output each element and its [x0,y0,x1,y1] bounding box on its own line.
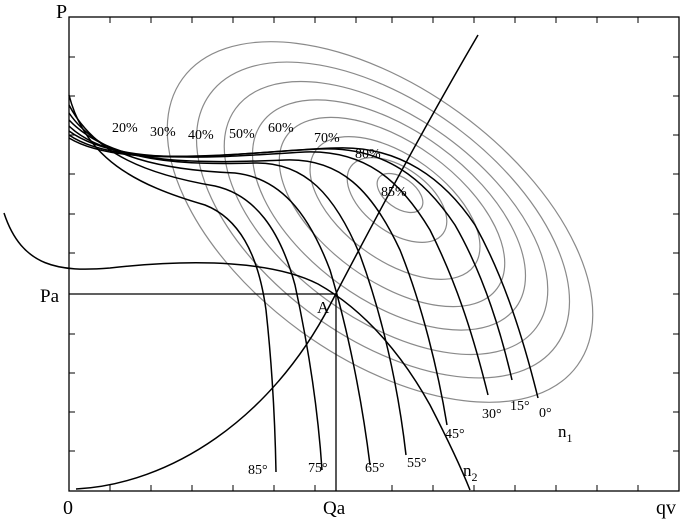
system-curves [3,34,479,491]
operating-point-guides [69,293,337,491]
curve-30deg [68,130,489,396]
efficiency-label-20: 20% [112,121,138,136]
angle-label-0: 0° [539,406,552,421]
angle-label-45: 45° [445,427,465,442]
frame-rect [68,16,680,492]
efficiency-rings [166,41,594,403]
speed-labels: n1 n2 [463,422,573,484]
efficiency-label-50: 50% [229,127,255,142]
angle-label-55: 55° [407,456,427,471]
origin-label: 0 [63,497,73,519]
pa-label: Pa [40,286,60,307]
angle-labels: 85° 75° 65° 55° 45° 30° 15° 0° [248,399,552,478]
efficiency-ring-85 [376,172,424,214]
y-axis-label: P [56,1,67,23]
efficiency-labels: 20% 30% 40% 50% 60% 70% 80% 85% [112,121,407,200]
curve-55deg [68,119,407,456]
efficiency-label-40: 40% [188,128,214,143]
operating-point-label: A [317,298,330,317]
angle-label-30: 30° [482,407,502,422]
angle-label-85: 85° [248,463,268,478]
angle-label-15: 15° [510,399,530,414]
efficiency-ring-80 [346,157,448,243]
efficiency-ring-20 [166,41,594,403]
curve-65deg [68,112,371,466]
qa-label: Qa [323,498,346,519]
curve-n2-resistance [3,212,471,491]
axis-labels: P qv 0 Pa Qa A [40,1,676,519]
x-axis-label: qv [656,497,676,519]
efficiency-label-80: 80% [355,147,381,162]
angle-curves [68,94,539,473]
efficiency-label-30: 30% [150,125,176,140]
angle-label-75: 75° [308,461,328,476]
n1-label: n1 [558,422,573,445]
n2-label: n2 [463,461,478,484]
efficiency-label-85: 85% [381,185,407,200]
efficiency-ring-40 [223,80,549,356]
efficiency-ring-60 [278,116,506,308]
efficiency-label-60: 60% [268,121,294,136]
efficiency-label-70: 70% [314,131,340,146]
curve-85deg [68,94,277,473]
curve-75deg [68,104,323,471]
plot-frame [68,16,680,492]
curve-n1-system [75,34,479,490]
efficiency-ring-30 [195,61,571,379]
efficiency-ring-50 [251,99,527,331]
curve-0deg [68,137,539,399]
angle-label-65: 65° [365,461,385,476]
curve-45deg [68,125,448,426]
axis-ticks [69,17,679,491]
efficiency-ring-70 [309,136,481,280]
curve-15deg [68,134,513,381]
